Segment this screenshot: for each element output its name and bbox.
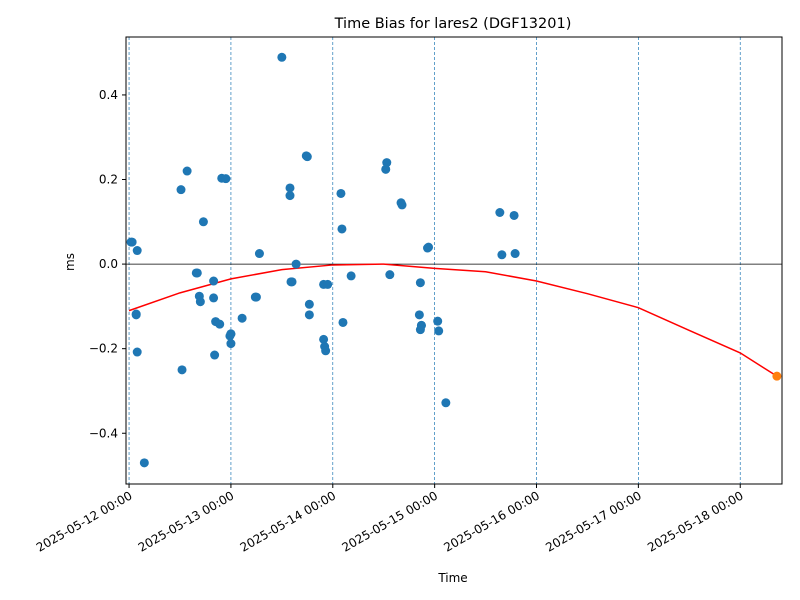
data-point: [210, 350, 220, 360]
x-axis-label: Time: [437, 571, 467, 585]
x-tick-label: 2025-05-15 00:00: [339, 488, 440, 554]
data-point: [285, 183, 295, 193]
data-point: [237, 313, 247, 323]
data-point: [177, 365, 187, 375]
data-point: [381, 164, 391, 174]
data-point: [132, 347, 142, 357]
data-point: [127, 237, 137, 247]
fit-curve: [128, 263, 778, 377]
data-point: [337, 224, 347, 234]
prediction-point: [772, 371, 782, 381]
y-axis-label: ms: [63, 253, 77, 271]
data-points: [126, 52, 520, 468]
data-point: [182, 166, 192, 176]
prediction-point-layer: [772, 371, 782, 381]
data-point: [336, 188, 346, 198]
data-point: [338, 317, 348, 327]
y-tick-label: 0.0: [99, 257, 118, 271]
y-tick-label: 0.2: [99, 173, 118, 187]
x-tick-label: 2025-05-13 00:00: [136, 488, 237, 554]
data-point: [291, 259, 301, 269]
data-point: [254, 249, 264, 259]
data-point: [221, 174, 231, 184]
data-point: [209, 293, 219, 303]
x-tick-label: 2025-05-14 00:00: [238, 488, 339, 554]
x-tick-label: 2025-05-12 00:00: [34, 488, 135, 554]
data-point: [209, 276, 219, 286]
x-tick-label: 2025-05-18 00:00: [645, 488, 746, 554]
data-point: [434, 326, 444, 336]
data-point: [285, 191, 295, 201]
data-point: [226, 339, 236, 349]
data-point: [304, 310, 314, 320]
data-point: [131, 309, 141, 319]
data-point: [416, 320, 426, 330]
y-tick-label: −0.4: [89, 426, 118, 440]
data-point: [397, 200, 407, 210]
data-point: [302, 152, 312, 162]
data-point: [424, 242, 434, 252]
data-point: [441, 398, 451, 408]
y-axis-ticks: −0.4 −0.2 0.0 0.2 0.4: [89, 88, 126, 440]
data-point: [176, 185, 186, 195]
data-point: [195, 297, 205, 307]
data-point: [321, 346, 331, 356]
grid-layer: [128, 37, 741, 484]
data-point: [192, 268, 202, 278]
data-point: [304, 299, 314, 309]
plot-frame: [125, 36, 783, 485]
x-tick-label: 2025-05-17 00:00: [543, 488, 644, 554]
data-point: [132, 246, 142, 256]
data-point: [509, 210, 519, 220]
data-point: [287, 277, 297, 287]
y-tick-label: 0.4: [99, 88, 118, 102]
data-point: [385, 270, 395, 280]
data-point: [382, 158, 392, 168]
data-point: [433, 316, 443, 326]
data-point: [198, 217, 208, 227]
data-point: [215, 319, 225, 329]
chart-title: Time Bias for lares2 (DGF13201): [334, 16, 572, 32]
data-point: [346, 271, 356, 281]
data-point: [415, 278, 425, 288]
data-point: [495, 208, 505, 218]
data-point: [510, 249, 520, 259]
data-point: [497, 250, 507, 260]
data-point: [226, 329, 236, 339]
x-axis-ticks: 2025-05-12 00:00 2025-05-13 00:00 2025-05-…: [34, 484, 746, 555]
x-tick-label: 2025-05-16 00:00: [441, 488, 542, 554]
data-point: [414, 310, 424, 320]
data-point: [251, 292, 261, 302]
data-point: [277, 52, 287, 62]
data-point: [319, 334, 329, 344]
y-tick-label: −0.2: [89, 342, 118, 356]
data-point: [139, 458, 149, 468]
data-point: [323, 279, 333, 289]
